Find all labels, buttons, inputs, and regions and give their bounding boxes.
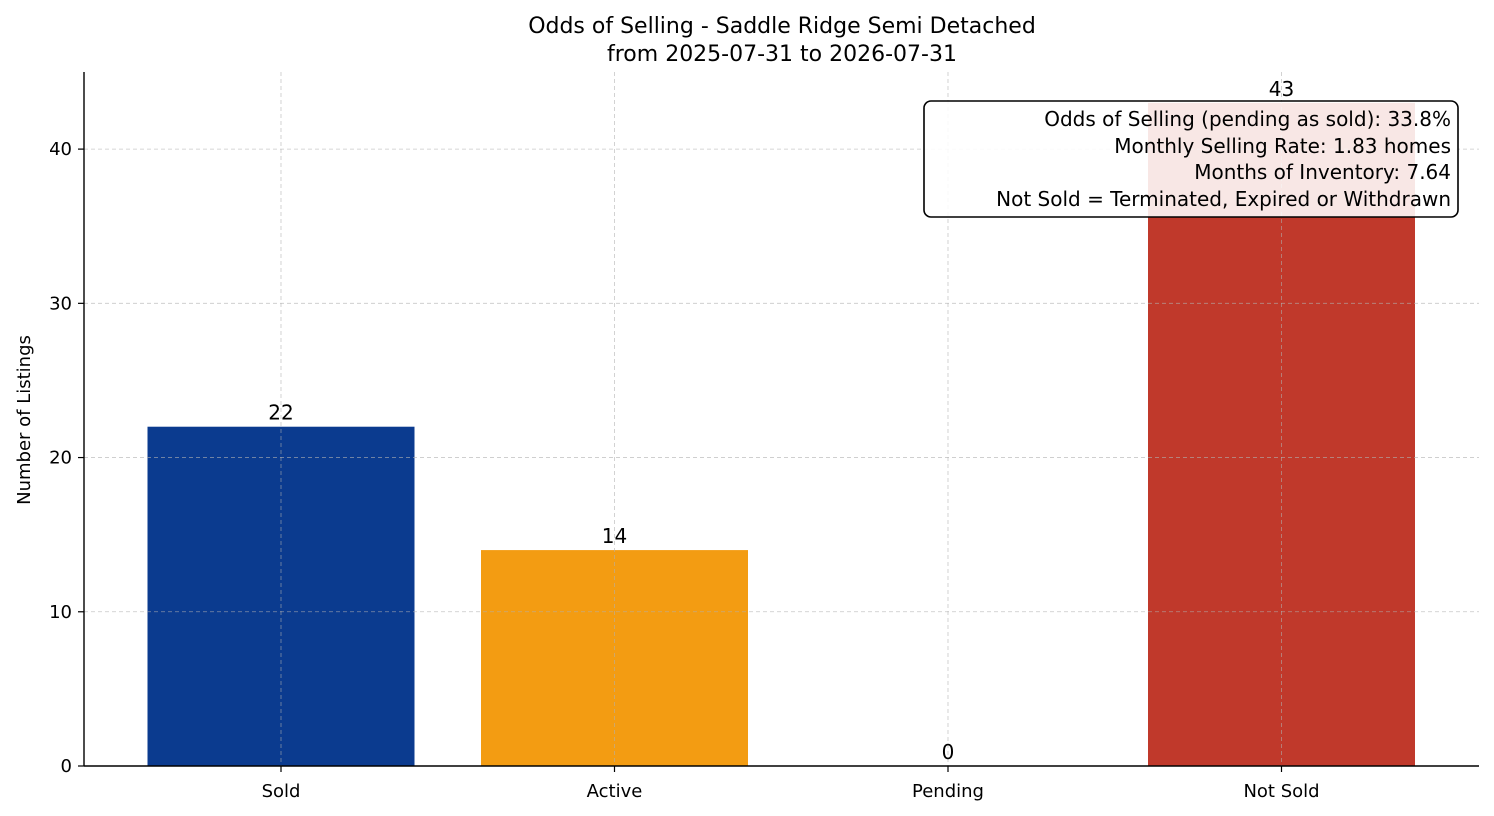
x-tick-label: Sold xyxy=(262,781,301,802)
y-axis-label: Number of Listings xyxy=(14,335,35,505)
bar-value-label: 43 xyxy=(1269,77,1294,101)
chart-title: Odds of Selling - Saddle Ridge Semi Deta… xyxy=(528,14,1036,39)
tick-labels: 0 10 20 30 40 Sold Active Pending Not Sold xyxy=(49,139,1319,802)
x-tick-label: Pending xyxy=(912,781,984,802)
y-tick-label: 0 xyxy=(61,756,72,777)
x-tick-label: Active xyxy=(587,781,643,802)
y-tick-label: 20 xyxy=(49,448,72,469)
bar-value-label: 0 xyxy=(942,740,955,764)
info-box-frame xyxy=(923,100,1459,218)
y-tick-label: 30 xyxy=(49,293,72,314)
info-inventory-line: Months of Inventory: 7.64 xyxy=(1194,160,1451,184)
y-tick-label: 40 xyxy=(49,139,72,160)
y-tick-label: 10 xyxy=(49,602,72,623)
chart-subtitle: from 2025-07-31 to 2026-07-31 xyxy=(607,42,957,67)
x-tick-label: Not Sold xyxy=(1243,781,1319,802)
axes xyxy=(83,72,1479,767)
bar-value-label: 14 xyxy=(602,524,627,548)
info-not-sold-line: Not Sold = Terminated, Expired or Withdr… xyxy=(996,187,1451,211)
bar-value-labels: 22 14 0 43 xyxy=(268,77,1294,764)
info-odds-line: Odds of Selling (pending as sold): 33.8% xyxy=(1044,107,1451,131)
bar-value-label: 22 xyxy=(268,401,293,425)
bar-sold xyxy=(147,426,415,766)
info-box: Odds of Selling (pending as sold): 33.8%… xyxy=(923,100,1459,218)
info-rate-line: Monthly Selling Rate: 1.83 homes xyxy=(1114,134,1451,158)
